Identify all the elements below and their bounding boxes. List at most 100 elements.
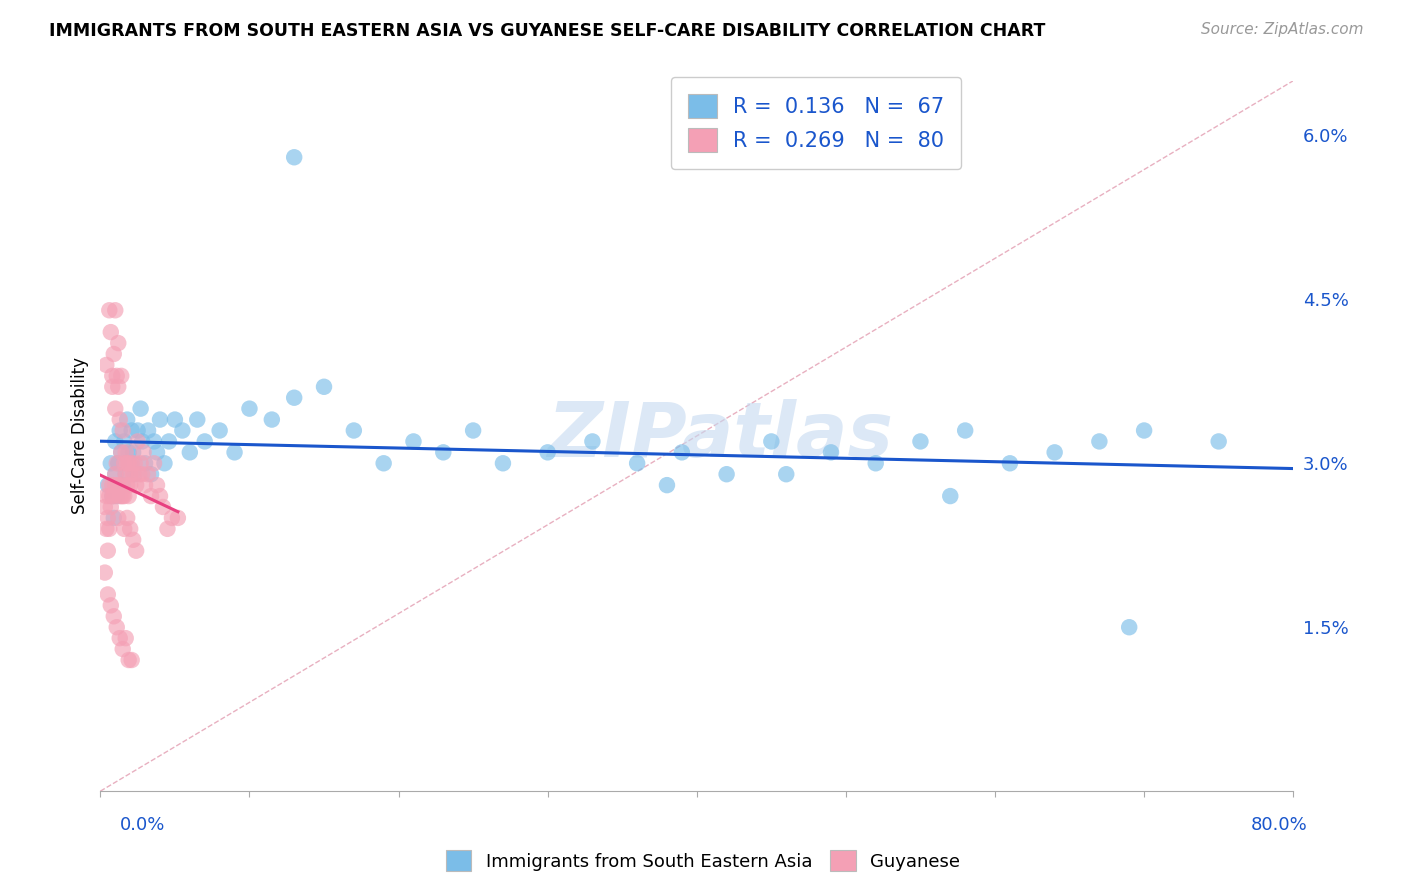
Point: [104, 467, 127, 482]
Point: [101, 489, 124, 503]
Point: [104, 467, 127, 482]
Point: [120, 522, 142, 536]
Point: [98, 303, 121, 318]
Point: [761, 434, 783, 449]
Point: [96, 489, 118, 503]
Point: [238, 401, 260, 416]
Point: [820, 445, 842, 459]
Point: [131, 467, 153, 482]
Point: [283, 391, 305, 405]
Point: [115, 412, 138, 426]
Point: [105, 489, 128, 503]
Legend: R =  0.136   N =  67, R =  0.269   N =  80: R = 0.136 N = 67, R = 0.269 N = 80: [671, 77, 962, 169]
Legend: Immigrants from South Eastern Asia, Guyanese: Immigrants from South Eastern Asia, Guya…: [439, 843, 967, 879]
Point: [432, 445, 454, 459]
Point: [127, 434, 149, 449]
Point: [626, 456, 648, 470]
Point: [105, 368, 128, 383]
Point: [115, 511, 138, 525]
Point: [655, 478, 678, 492]
Point: [146, 478, 169, 492]
Point: [131, 434, 153, 449]
Point: [152, 500, 174, 514]
Point: [163, 412, 186, 426]
Point: [112, 434, 135, 449]
Point: [98, 478, 121, 492]
Point: [104, 303, 127, 318]
Point: [179, 445, 201, 459]
Point: [111, 642, 134, 657]
Point: [124, 456, 146, 470]
Point: [312, 380, 335, 394]
Point: [716, 467, 738, 482]
Text: ZIPatlas: ZIPatlas: [548, 399, 894, 473]
Point: [1088, 434, 1111, 449]
Point: [97, 587, 120, 601]
Point: [865, 456, 887, 470]
Point: [139, 489, 162, 503]
Point: [373, 456, 395, 470]
Point: [463, 424, 485, 438]
Point: [132, 445, 155, 459]
Point: [953, 424, 976, 438]
Point: [104, 401, 127, 416]
Point: [94, 500, 117, 514]
Point: [910, 434, 932, 449]
Point: [120, 478, 142, 492]
Point: [110, 445, 132, 459]
Point: [101, 489, 124, 503]
Point: [129, 456, 152, 470]
Point: [111, 489, 134, 503]
Point: [100, 599, 122, 613]
Point: [105, 620, 128, 634]
Text: Source: ZipAtlas.com: Source: ZipAtlas.com: [1201, 22, 1364, 37]
Point: [172, 424, 194, 438]
Point: [114, 467, 136, 482]
Point: [127, 424, 149, 438]
Point: [157, 434, 180, 449]
Point: [108, 412, 131, 426]
Point: [104, 434, 127, 449]
Point: [107, 478, 129, 492]
Point: [118, 489, 141, 503]
Y-axis label: Self-Care Disability: Self-Care Disability: [72, 358, 89, 515]
Point: [101, 368, 124, 383]
Point: [103, 609, 125, 624]
Point: [114, 467, 136, 482]
Point: [97, 511, 120, 525]
Point: [134, 456, 156, 470]
Point: [125, 478, 148, 492]
Point: [107, 511, 129, 525]
Point: [103, 511, 125, 525]
Point: [224, 445, 246, 459]
Point: [343, 424, 366, 438]
Point: [103, 489, 125, 503]
Point: [671, 445, 693, 459]
Point: [100, 456, 122, 470]
Point: [194, 434, 217, 449]
Point: [121, 653, 143, 667]
Point: [97, 478, 120, 492]
Point: [1208, 434, 1230, 449]
Point: [167, 511, 190, 525]
Point: [98, 489, 121, 503]
Point: [998, 456, 1021, 470]
Point: [96, 358, 118, 372]
Point: [139, 467, 162, 482]
Text: 80.0%: 80.0%: [1251, 816, 1308, 834]
Point: [775, 467, 797, 482]
Point: [122, 467, 145, 482]
Point: [114, 631, 136, 645]
Point: [112, 456, 135, 470]
Point: [108, 631, 131, 645]
Point: [537, 445, 560, 459]
Point: [111, 478, 134, 492]
Point: [108, 489, 131, 503]
Point: [96, 522, 118, 536]
Point: [107, 380, 129, 394]
Point: [108, 424, 131, 438]
Point: [1118, 620, 1140, 634]
Point: [100, 500, 122, 514]
Point: [581, 434, 603, 449]
Text: IMMIGRANTS FROM SOUTH EASTERN ASIA VS GUYANESE SELF-CARE DISABILITY CORRELATION : IMMIGRANTS FROM SOUTH EASTERN ASIA VS GU…: [49, 22, 1046, 40]
